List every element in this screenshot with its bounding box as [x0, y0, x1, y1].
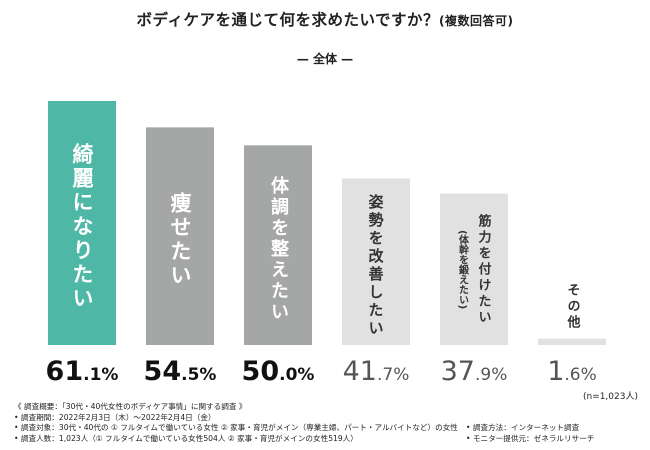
footnote-survey-title: 《 調査概要：「30代・40代女性のボディケア事情」に関する調査 》	[14, 402, 247, 411]
value-label-dec: .5%	[181, 365, 217, 385]
category-label: その他	[564, 283, 580, 331]
category-label: 筋力を付けたい	[475, 213, 491, 326]
bar-5	[440, 193, 508, 345]
value-label-int: 61	[45, 356, 84, 387]
bar-4	[342, 178, 410, 345]
value-label-dec: .6%	[564, 365, 597, 385]
chart-title: ボディケアを通じて何を求めたいですか？(複数回答可)	[0, 8, 650, 30]
value-label: 54.5%	[144, 356, 217, 387]
category-label: 綺麗になりたい	[70, 143, 94, 311]
value-label: 1.6%	[547, 356, 597, 387]
bar-2	[146, 127, 214, 346]
chart-subtitle: — 全体 —	[296, 52, 354, 66]
survey-footnote: 《 調査概要：「30代・40代女性のボディケア事情」に関する調査 》 • 調査期…	[14, 402, 458, 444]
value-label-dec: .7%	[376, 365, 410, 385]
bar-3	[244, 145, 312, 345]
value-label-dec: .9%	[474, 365, 508, 385]
footnote-provider: • モニター提供元：ゼネラルリサーチ	[466, 433, 595, 443]
category-label: 姿勢を改善したい	[366, 193, 385, 338]
footnote-sample-size: • 調査人数：1,023人（① フルタイムで働いている女性504人 ② 家事・育…	[14, 433, 358, 443]
value-label-int: 1	[547, 356, 565, 387]
footnote-target: • 調査対象：30代・40代の ① フルタイムで働いている女性 ② 家事・育児が…	[14, 423, 458, 433]
value-label-int: 54	[143, 356, 182, 387]
survey-footnote-right: • 調査方法：インターネット調査 • モニター提供元：ゼネラルリサーチ	[466, 423, 594, 444]
chart-title-main: ボディケアを通じて何を求めたいですか？	[136, 11, 439, 29]
footnote-method: • 調査方法：インターネット調査	[466, 423, 580, 432]
value-label-int: 37	[440, 356, 475, 387]
footnote-period: • 調査期間：2022年2月3日（木）～2022年2月4日（金）	[14, 412, 216, 422]
bar-6	[538, 338, 606, 345]
value-label: 61.1%	[46, 356, 119, 387]
category-note: (体幹を鍛えたい)	[456, 229, 468, 309]
value-label: 41.7%	[343, 356, 410, 387]
value-label-dec: .1%	[83, 365, 119, 385]
category-label: 体調を整えたい	[268, 175, 289, 323]
value-label: 50.0%	[242, 356, 315, 387]
value-label-int: 50	[241, 356, 280, 387]
category-label: 痩せたい	[168, 192, 192, 289]
chart-title-sub: (複数回答可)	[438, 14, 514, 28]
value-label-dec: .0%	[279, 365, 315, 385]
bar-1	[48, 101, 116, 345]
value-label: 37.9%	[441, 356, 508, 387]
respondent-count: (n=1,023人)	[582, 392, 638, 402]
value-label-int: 41	[342, 356, 377, 387]
